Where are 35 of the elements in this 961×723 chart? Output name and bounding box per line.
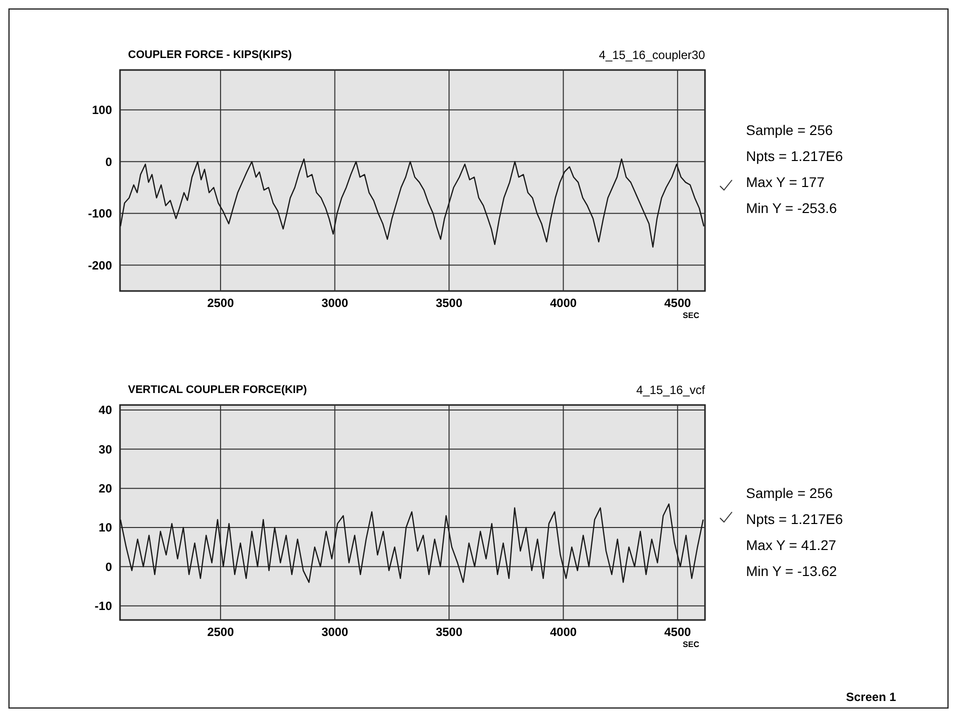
text: Max Y = 177	[746, 174, 825, 190]
text: Min Y = -13.62	[746, 563, 838, 579]
x-tick-label: 3500	[436, 296, 463, 310]
y-tick-label: 0	[105, 560, 112, 574]
chart-title: COUPLER FORCE - KIPS(KIPS)	[128, 49, 292, 61]
text: Screen 1	[846, 690, 896, 704]
y-tick-label: 40	[98, 403, 112, 418]
x-tick-label: 4500	[664, 296, 692, 310]
x-tick-label: 4000	[550, 625, 577, 639]
y-tick-label: -200	[88, 258, 112, 272]
chart-subtitle: 4_15_16_vcf	[636, 383, 706, 397]
text: Sample = 256	[746, 122, 833, 138]
text: Max Y = 41.27	[746, 537, 836, 553]
y-tick-label: 100	[92, 103, 112, 118]
y-tick-label: 0	[105, 154, 112, 169]
text: Npts = 1.217E6	[746, 511, 844, 527]
x-tick-label: 4500	[664, 625, 692, 639]
chart-subtitle: 4_15_16_coupler30	[598, 48, 706, 62]
y-tick-label: 20	[98, 482, 112, 496]
x-tick-label: 4000	[550, 296, 577, 310]
x-tick-label: 2500	[207, 296, 234, 310]
y-tick-label: -100	[88, 206, 112, 221]
text: Min Y = -253.6	[746, 200, 838, 216]
y-tick-label: 10	[98, 520, 112, 535]
text: Sample = 256	[746, 485, 833, 501]
x-tick-label: 3000	[321, 296, 348, 310]
text: Npts = 1.217E6	[746, 148, 844, 164]
x-tick-label: 2500	[207, 625, 234, 639]
y-tick-label: -10	[94, 599, 112, 614]
x-axis-title: SEC	[682, 640, 700, 649]
y-tick-label: 30	[98, 442, 112, 456]
x-tick-label: 3500	[436, 625, 463, 639]
x-tick-label: 3000	[321, 625, 348, 639]
x-axis-title: SEC	[682, 311, 700, 320]
chart-title: VERTICAL COUPLER FORCE(KIP)	[128, 384, 308, 396]
